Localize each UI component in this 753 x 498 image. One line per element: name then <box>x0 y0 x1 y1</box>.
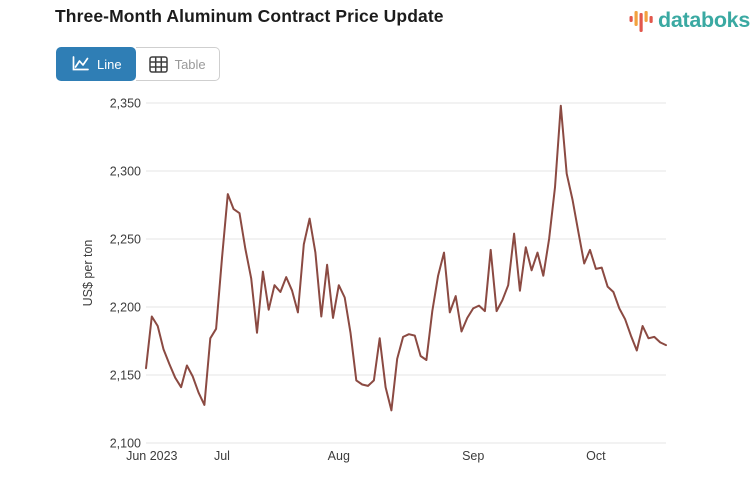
databoks-logo-icon <box>629 11 653 32</box>
y-tick-label: 2,300 <box>110 165 141 179</box>
y-tick-label: 2,250 <box>110 233 141 247</box>
view-toggle: Line Table <box>56 47 220 81</box>
page-title: Three-Month Aluminum Contract Price Upda… <box>55 6 444 26</box>
y-tick-label: 2,100 <box>110 437 141 451</box>
line-chart-icon <box>72 56 89 71</box>
y-tick-label: 2,200 <box>110 301 141 315</box>
table-icon <box>148 55 168 73</box>
x-tick-label: Jun 2023 <box>126 449 177 463</box>
line-view-button[interactable]: Line <box>56 47 136 81</box>
y-axis-title: US$ per ton <box>81 240 95 307</box>
databoks-logo[interactable]: databoks <box>626 5 750 35</box>
table-view-label: Table <box>174 56 206 72</box>
databoks-logo-text: databoks <box>658 7 750 32</box>
x-tick-label: Jul <box>214 449 230 463</box>
y-axis-labels: 2,350 2,300 2,250 2,200 2,150 2,100 <box>110 97 141 451</box>
x-tick-label: Sep <box>462 449 484 463</box>
x-tick-label: Oct <box>586 449 606 463</box>
price-line-series <box>145 104 667 412</box>
y-tick-label: 2,350 <box>110 97 141 111</box>
x-axis-labels: Jun 2023 Jul Aug Sep Oct <box>126 449 606 463</box>
table-view-button[interactable]: Table <box>135 47 220 81</box>
x-tick-label: Aug <box>328 449 350 463</box>
y-tick-label: 2,150 <box>110 369 141 383</box>
gridlines <box>146 102 666 444</box>
line-view-label: Line <box>97 56 122 72</box>
